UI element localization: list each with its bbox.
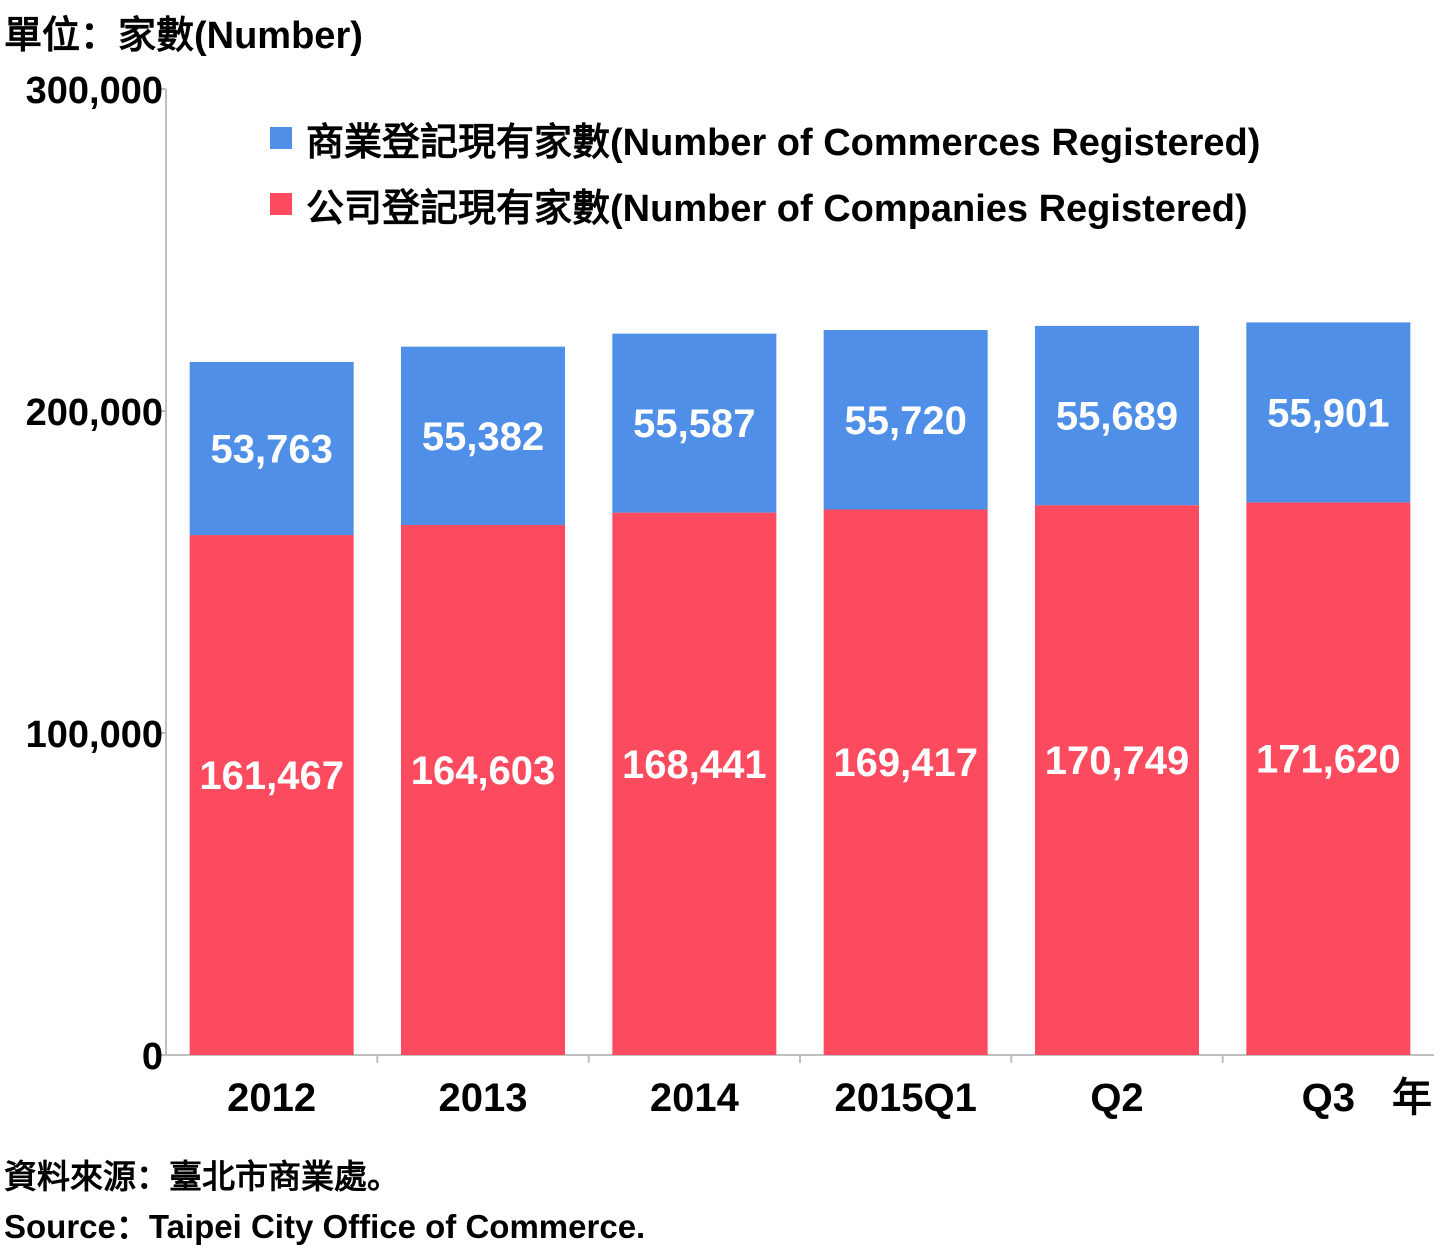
data-label-commerce: 55,720 [844, 399, 966, 443]
y-tick-label: 200,000 [26, 392, 163, 434]
bar-company [189, 535, 354, 1055]
bar-company [823, 509, 988, 1055]
data-label-commerce: 55,901 [1267, 391, 1389, 435]
source-note-en: Source：Taipei City Office of Commerce. [4, 1208, 646, 1245]
source-note-zh: 資料來源：臺北市商業處。 [4, 1158, 400, 1195]
legend-swatch-commerce [270, 127, 292, 149]
y-tick-label: 100,000 [26, 714, 163, 756]
bar-commerce [823, 330, 988, 510]
bar-commerce [1035, 325, 1199, 506]
x-tick-label: 2013 [439, 1076, 528, 1120]
data-label-commerce: 55,382 [422, 415, 544, 459]
data-label-company: 168,441 [622, 743, 767, 787]
x-unit-label: 年 [1392, 1076, 1432, 1120]
x-tick-label: Q3 [1302, 1076, 1355, 1120]
data-label-commerce: 55,689 [1056, 395, 1178, 439]
x-tick-label: Q2 [1090, 1076, 1143, 1120]
legend: 商業登記現有家數(Number of Commerces Registered)… [270, 105, 1260, 237]
bar-commerce [1246, 322, 1411, 503]
data-label-commerce: 53,763 [210, 428, 332, 472]
x-tick-label: 2014 [650, 1076, 740, 1120]
legend-item-company: 公司登記現有家數(Number of Companies Registered) [270, 171, 1260, 237]
y-tick-label: 0 [142, 1036, 163, 1078]
legend-swatch-company [270, 193, 292, 215]
bar-commerce [612, 333, 777, 513]
stacked-bar-chart: 0 100,000 200,000 300,000 161,467 53,763 2012 1… [26, 70, 1434, 1120]
legend-label-company: 公司登記現有家數(Number of Companies Registered) [306, 187, 1248, 230]
bar-company [1035, 505, 1199, 1055]
legend-item-commerce: 商業登記現有家數(Number of Commerces Registered) [270, 105, 1260, 171]
data-label-company: 161,467 [199, 754, 344, 798]
bar-company [612, 512, 777, 1055]
data-label-commerce: 55,587 [633, 402, 755, 446]
bar-company [1246, 502, 1411, 1055]
unit-label: 單位：家數(Number) [4, 15, 363, 57]
data-label-company: 164,603 [411, 749, 556, 793]
legend-label-commerce: 商業登記現有家數(Number of Commerces Registered) [306, 121, 1261, 164]
data-label-company: 169,417 [833, 741, 978, 785]
bar-commerce [401, 346, 565, 525]
data-label-company: 171,620 [1256, 738, 1401, 782]
data-label-company: 170,749 [1045, 739, 1190, 783]
y-tick-label: 300,000 [26, 70, 163, 112]
x-tick-label: 2015Q1 [834, 1076, 976, 1120]
bar-commerce [189, 361, 354, 536]
x-tick-label: 2012 [227, 1076, 316, 1120]
bar-company [401, 524, 565, 1055]
